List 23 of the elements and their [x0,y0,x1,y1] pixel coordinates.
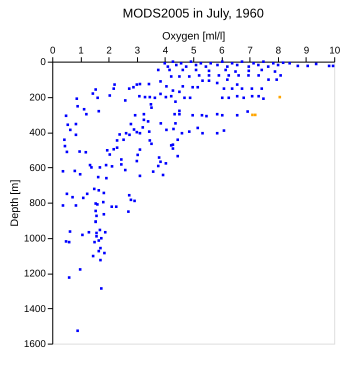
x-tick-label: 4 [162,45,169,56]
y-tick-label: 1200 [24,268,46,280]
x-tick-label: 7 [247,45,253,56]
x-axis-title: Oxygen [ml/l] [162,30,226,42]
y-tick-label: 1000 [24,233,46,244]
x-tick-label: 9 [304,45,310,56]
y-tick-label: 1600 [24,339,46,350]
x-tick-label: 3 [134,45,141,56]
y-tick-label: 600 [29,162,46,174]
x-tick-label: 2 [106,45,112,56]
y-tick-label: 200 [29,92,46,104]
x-tick-label: 8 [276,45,282,56]
x-tick-label: 6 [219,45,226,56]
x-tick-label: 1 [78,45,84,56]
y-tick-label: 400 [29,128,46,139]
y-axis-title: Depth [m] [8,180,21,227]
x-tick-label: 5 [190,45,197,56]
x-tick-label: 10 [329,45,341,56]
y-tick-label: 800 [29,198,46,210]
chart-title: MODS2005 in July, 1960 [122,5,264,20]
y-tick-label: 1400 [24,304,46,315]
x-tick-label: 0 [50,45,56,56]
y-tick-label: 0 [40,57,46,68]
